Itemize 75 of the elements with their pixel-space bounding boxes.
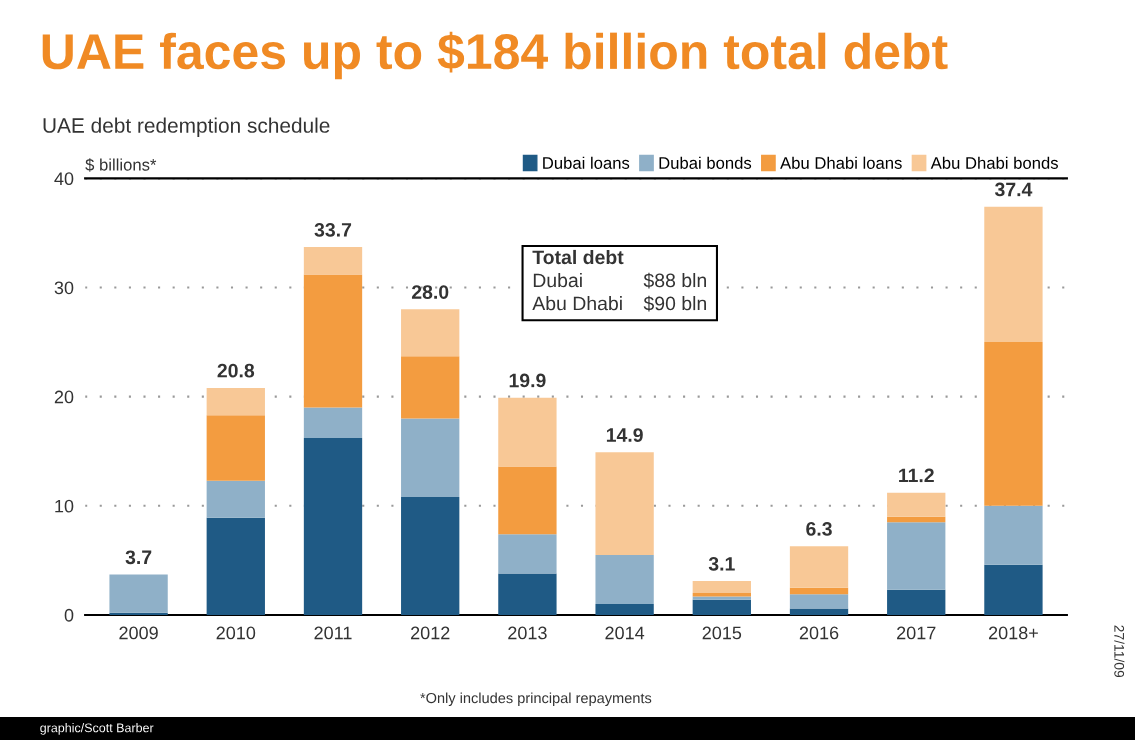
bar <box>984 206 1043 343</box>
chart-subtitle: UAE debt redemption schedule <box>43 117 330 137</box>
annotation: Abu Dhabi <box>532 296 622 311</box>
text: graphic/Scott Barber <box>40 723 154 735</box>
bar <box>206 387 265 416</box>
bar <box>498 397 557 467</box>
x-tick-label: 2012 <box>411 626 450 640</box>
text: 27/11/09 <box>1114 625 1125 678</box>
total-label: 28.0 <box>411 285 449 299</box>
legend-label: Abu Dhabi bonds <box>930 156 1058 169</box>
x-tick-label: 2009 <box>119 626 158 640</box>
annotation: $90 bln <box>643 295 706 312</box>
x-tick-label: 2018+ <box>988 626 1038 640</box>
y-tick-label: 40 <box>54 172 74 186</box>
bar <box>498 466 557 535</box>
x-tick-label: 2010 <box>216 626 256 640</box>
bar <box>984 342 1043 506</box>
bar <box>401 309 460 357</box>
bar <box>595 604 654 615</box>
bar <box>887 522 946 590</box>
bar <box>109 574 168 613</box>
total-label: 19.9 <box>509 373 546 388</box>
bar <box>984 564 1043 615</box>
bar <box>789 608 849 615</box>
x-tick-label: 2014 <box>605 626 645 640</box>
annotation: Total debt <box>532 249 624 265</box>
bar <box>789 546 849 588</box>
bar <box>206 480 265 518</box>
bar <box>303 274 363 408</box>
total-label: 37.4 <box>994 182 1033 197</box>
y-axis-title: $ billions* <box>85 158 157 172</box>
x-tick-label: 2017 <box>897 626 936 640</box>
bar <box>498 534 557 574</box>
y-tick-label: 30 <box>54 281 74 295</box>
total-label: 20.8 <box>217 363 255 378</box>
chart-title: UAE faces up to $184 billion total debt <box>42 31 948 80</box>
bar <box>401 497 460 615</box>
bar <box>303 438 363 615</box>
total-label: 33.7 <box>314 222 352 237</box>
bar <box>401 418 460 498</box>
annotation: $88 bln <box>643 272 706 289</box>
legend-label: Abu Dhabi loans <box>780 156 902 169</box>
y-tick-label: 0 <box>64 608 74 622</box>
y-tick-label: 10 <box>55 499 74 513</box>
bar <box>984 505 1043 565</box>
bar <box>887 589 946 615</box>
x-tick-label: 2011 <box>314 626 352 640</box>
bar <box>303 407 363 439</box>
bar <box>887 516 946 523</box>
text: *Only includes principal repayments <box>420 692 652 707</box>
x-tick-label: 2015 <box>702 626 742 640</box>
total-label: 6.3 <box>806 522 832 536</box>
bar <box>206 415 265 481</box>
bar <box>595 452 654 555</box>
total-label: 14.9 <box>606 428 643 442</box>
x-tick-label: 2013 <box>508 626 547 640</box>
bar <box>109 612 168 615</box>
bar <box>692 581 751 594</box>
legend-label: Dubai loans <box>543 156 630 169</box>
bar <box>595 554 654 605</box>
bar <box>401 356 460 419</box>
x-tick-label: 2016 <box>799 626 839 640</box>
bar <box>498 573 557 615</box>
bar <box>303 247 363 275</box>
total-label: 3.1 <box>708 556 735 571</box>
bar <box>887 492 946 517</box>
total-label: 3.7 <box>125 550 152 565</box>
annotation: Dubai <box>533 272 582 288</box>
bar <box>692 599 751 615</box>
bar <box>789 587 849 595</box>
total-label: 11.2 <box>899 468 934 483</box>
legend-label: Dubai bonds <box>659 156 752 169</box>
bar <box>206 517 265 615</box>
bar <box>789 594 849 609</box>
y-tick-label: 20 <box>54 390 74 404</box>
